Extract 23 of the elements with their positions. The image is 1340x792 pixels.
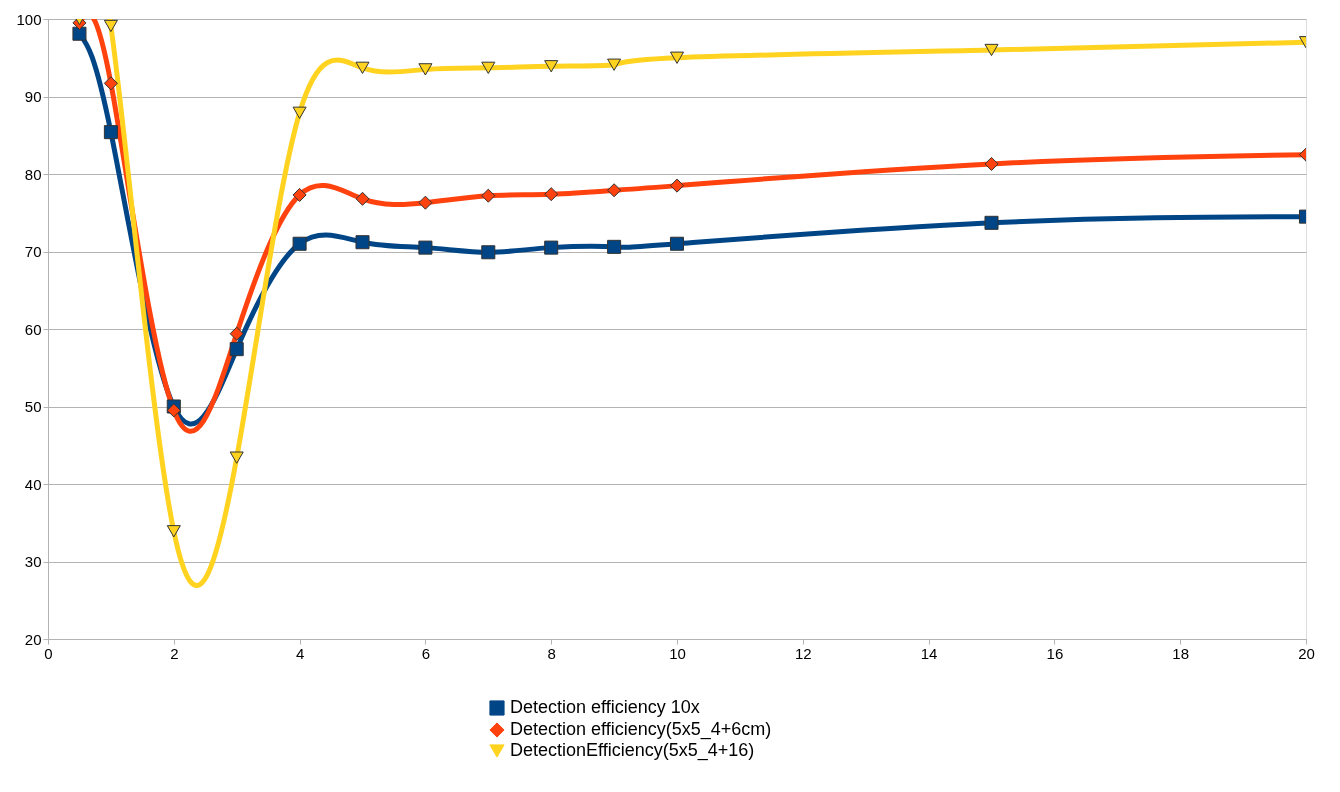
y-tick-label: 60 — [24, 320, 42, 338]
y-tick-label: 70 — [24, 243, 42, 260]
x-tick-label: 6 — [421, 644, 431, 662]
y-tick-label: 90 — [24, 88, 42, 105]
x-tick-label: 16 — [1046, 644, 1064, 662]
x-tick-label: 2 — [170, 644, 179, 662]
legend-label: Detection efficiency(5x5_4+6cm) — [510, 719, 772, 740]
y-tick-label: 80 — [24, 165, 42, 183]
x-tick-label: 12 — [794, 644, 812, 662]
x-tick-label: 18 — [1172, 644, 1190, 662]
y-tick-label: 100 — [16, 10, 42, 28]
y-tick-label: 30 — [24, 553, 42, 570]
y-tick-label: 20 — [24, 630, 42, 648]
legend-label: DetectionEfficiency(5x5_4+16) — [510, 740, 755, 761]
y-tick-label: 40 — [24, 475, 42, 493]
x-tick-label: 14 — [920, 644, 938, 662]
x-tick-label: 10 — [669, 644, 686, 662]
x-tick-label: 0 — [44, 644, 53, 662]
y-tick-label: 50 — [24, 398, 42, 415]
legend-label: Detection efficiency 10x — [510, 697, 700, 717]
x-tick-label: 4 — [295, 644, 305, 662]
x-tick-label: 8 — [547, 644, 556, 662]
x-tick-label: 20 — [1298, 644, 1315, 662]
